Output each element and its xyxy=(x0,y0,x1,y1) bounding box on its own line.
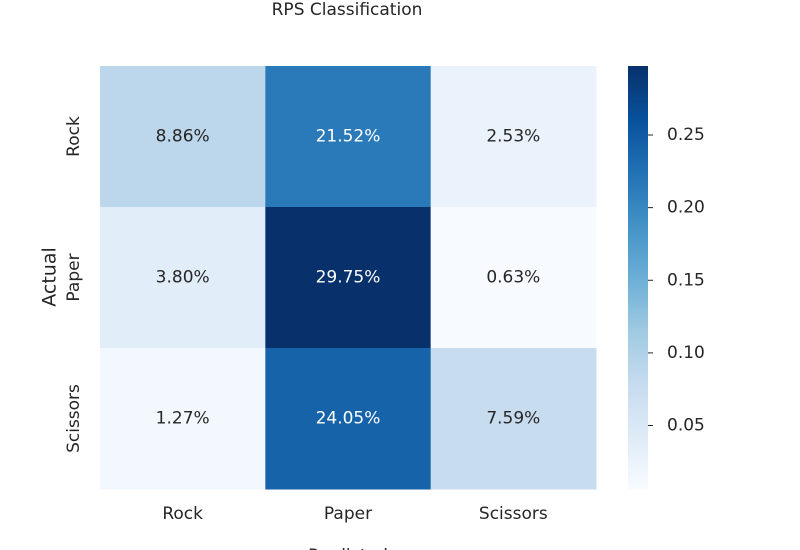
y-tick-label: Paper xyxy=(64,253,84,301)
cell-label: 2.53% xyxy=(486,127,540,147)
cell-label: 3.80% xyxy=(156,268,210,288)
colorbar xyxy=(628,66,648,489)
x-tick-label: Rock xyxy=(162,504,203,524)
colorbar-tick-label: 0.20 xyxy=(667,198,705,218)
cell-label: 21.52% xyxy=(316,127,381,147)
colorbar-tick-label: 0.05 xyxy=(667,416,705,436)
cell-label: 8.86% xyxy=(156,127,210,147)
y-axis-label: Actual xyxy=(39,247,61,307)
heatmap-cell xyxy=(100,66,266,208)
y-tick-label: Scissors xyxy=(64,384,84,453)
heatmap-cell xyxy=(265,348,432,490)
heatmap-cell xyxy=(265,207,432,349)
colorbar-tick-label: 0.25 xyxy=(667,125,705,145)
cell-label: 29.75% xyxy=(316,268,381,288)
cell-label: 1.27% xyxy=(156,409,210,429)
x-tick-label: Scissors xyxy=(479,504,548,524)
x-axis-label: Predicted xyxy=(308,546,388,550)
colorbar-tick-label: 0.15 xyxy=(667,270,705,290)
y-tick-label: Rock xyxy=(64,116,84,157)
heatmap-cell xyxy=(100,207,266,349)
cell-label: 0.63% xyxy=(486,268,540,288)
cell-label: 24.05% xyxy=(316,409,381,429)
heatmap-cell xyxy=(100,348,266,490)
cell-label: 7.59% xyxy=(486,409,540,429)
heatmap-cell xyxy=(430,348,597,490)
heatmap-cell xyxy=(430,207,597,349)
heatmap-cell xyxy=(430,66,597,208)
heatmap-cell xyxy=(265,66,432,208)
colorbar-tick-label: 0.10 xyxy=(667,343,705,363)
chart-title: RPS Classification xyxy=(272,0,423,20)
x-tick-label: Paper xyxy=(324,504,372,524)
